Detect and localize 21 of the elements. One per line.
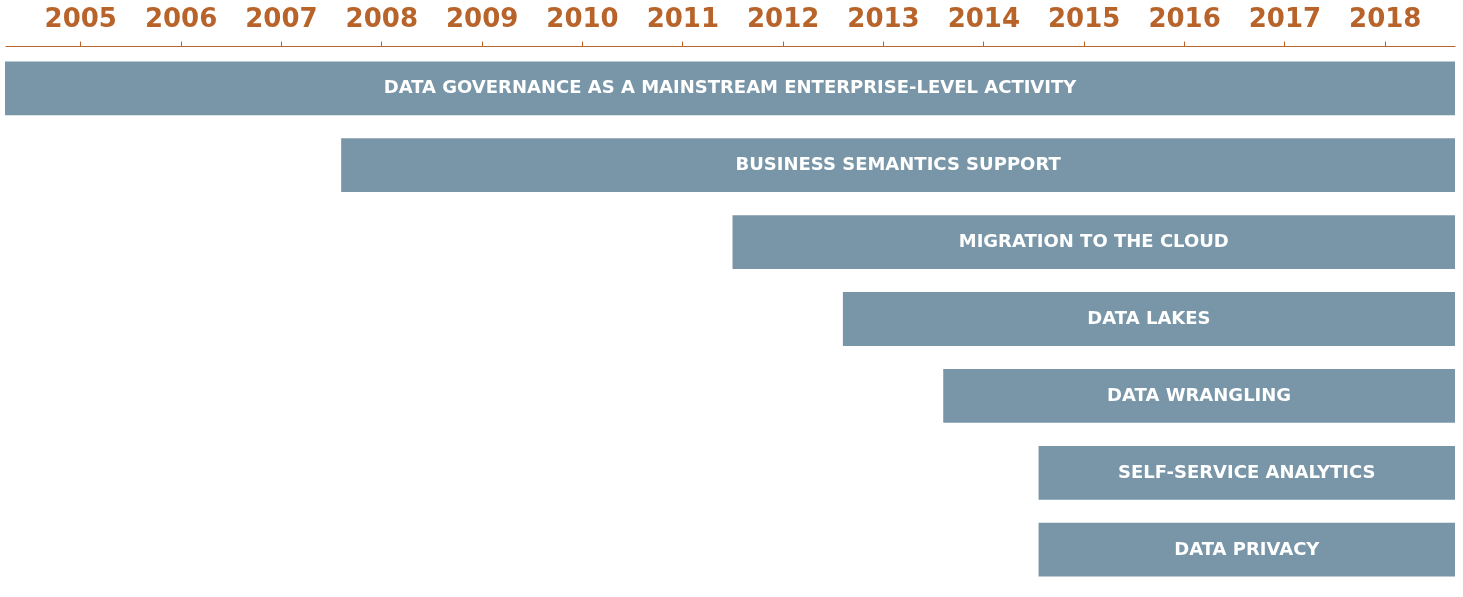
x-tick-label: 2009 bbox=[445, 2, 519, 33]
x-tick-label: 2014 bbox=[947, 2, 1021, 33]
x-tick-label: 2013 bbox=[847, 2, 920, 33]
y-tick-label: SELF-SERVICE ANALYTICS bbox=[1117, 460, 1376, 482]
x-tick-label: 2012 bbox=[746, 2, 820, 33]
y-tick-label: DATA LAKES bbox=[1087, 307, 1211, 328]
y-tick-label: DATA GOVERNANCE AS A MAINSTREAM ENTERPRISE-LEVEL ACTIVITY bbox=[383, 76, 1078, 98]
y-tick-label: BUSINESS SEMANTICS SUPPORT bbox=[735, 153, 1062, 175]
x-tick-label: 2015 bbox=[1048, 2, 1121, 33]
x-tick-label: 2008 bbox=[345, 2, 418, 33]
x-tick-label: 2018 bbox=[1349, 2, 1422, 33]
x-tick-label: 2005 bbox=[44, 2, 117, 33]
y-tick-label: DATA PRIVACY bbox=[1174, 537, 1321, 559]
x-tick-label: 2016 bbox=[1148, 2, 1221, 33]
x-tick-label: 2007 bbox=[245, 2, 318, 33]
x-tick-label: 2017 bbox=[1248, 2, 1322, 33]
y-tick-label: MIGRATION TO THE CLOUD bbox=[958, 230, 1229, 252]
y-tick-label: DATA WRANGLING bbox=[1107, 383, 1292, 405]
x-tick-label: 2011 bbox=[646, 2, 720, 33]
x-tick-label: 2006 bbox=[144, 2, 218, 33]
x-tick-label: 2010 bbox=[546, 2, 619, 33]
